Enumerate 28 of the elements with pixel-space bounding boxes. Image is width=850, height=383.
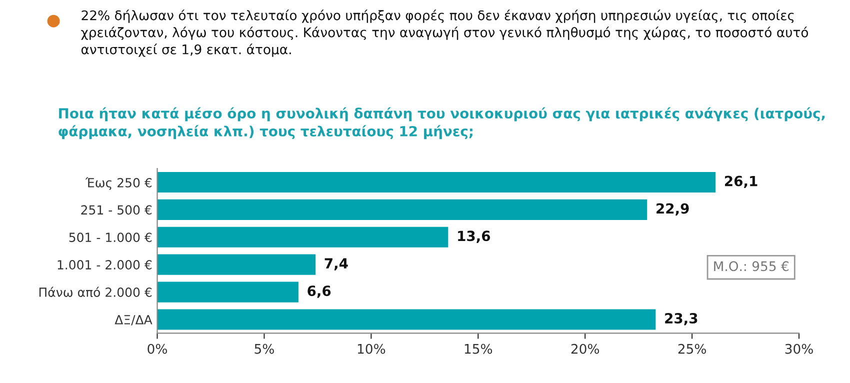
y-tick-label: Έως 250 € bbox=[85, 177, 152, 190]
bar bbox=[157, 199, 648, 220]
data-label: 7,4 bbox=[324, 258, 348, 270]
data-label: 26,1 bbox=[725, 176, 758, 188]
x-tick-label: 0% bbox=[148, 344, 167, 354]
bar bbox=[157, 254, 316, 275]
x-tick-label: 15% bbox=[464, 344, 492, 354]
y-tick-label: 501 - 1.000 € bbox=[69, 232, 152, 242]
data-label: 13,6 bbox=[458, 230, 490, 243]
bar bbox=[157, 282, 298, 302]
x-tick-label: 10% bbox=[358, 344, 386, 354]
chart-subtitle: 22% δήλωσαν ότι τον τελευταίο χρόνο υπήρξαν φορές που δεν έκαναν χρήση υπηρεσιών υγείας, τις οποίες χρειάζονταν, λόγω του κόστους. Κάνοντας την αναγωγή στον γενικό πληθυσμό της χώρας, το ποσοστό αυτό αντιστοιχεί σε 1,9 εκατ. άτομα. bbox=[81, 10, 808, 57]
x-tick-label: 20% bbox=[571, 344, 600, 354]
y-tick-label: Πάνω από 2.000 € bbox=[39, 286, 152, 298]
bar bbox=[157, 226, 448, 248]
data-label: 6,6 bbox=[308, 286, 331, 298]
annotation: Μ.Ο.: 955 € bbox=[714, 261, 788, 272]
x-tick-label: 25% bbox=[678, 344, 706, 354]
data-label: 22,9 bbox=[656, 203, 689, 216]
x-tick-label: 30% bbox=[785, 344, 813, 354]
bar bbox=[157, 172, 716, 193]
y-tick-label: 251 - 500 € bbox=[81, 205, 152, 215]
y-tick-label: ΔΞ/ΔΑ bbox=[114, 315, 152, 326]
data-label: 23,3 bbox=[665, 313, 698, 326]
y-tick-label: 1.001 - 2.000 € bbox=[58, 260, 152, 270]
bar bbox=[157, 309, 656, 330]
x-tick-label: 5% bbox=[254, 344, 274, 354]
chart-title: Ποια ήταν κατά μέσο όρο η συνολική δαπάνη του νοικοκυριού σας για ιατρικές ανάγκες (ιατρούς, φάρμακα, νοσηλεία κλπ.) τους τελευταίους 12 μήνες; bbox=[58, 107, 825, 140]
